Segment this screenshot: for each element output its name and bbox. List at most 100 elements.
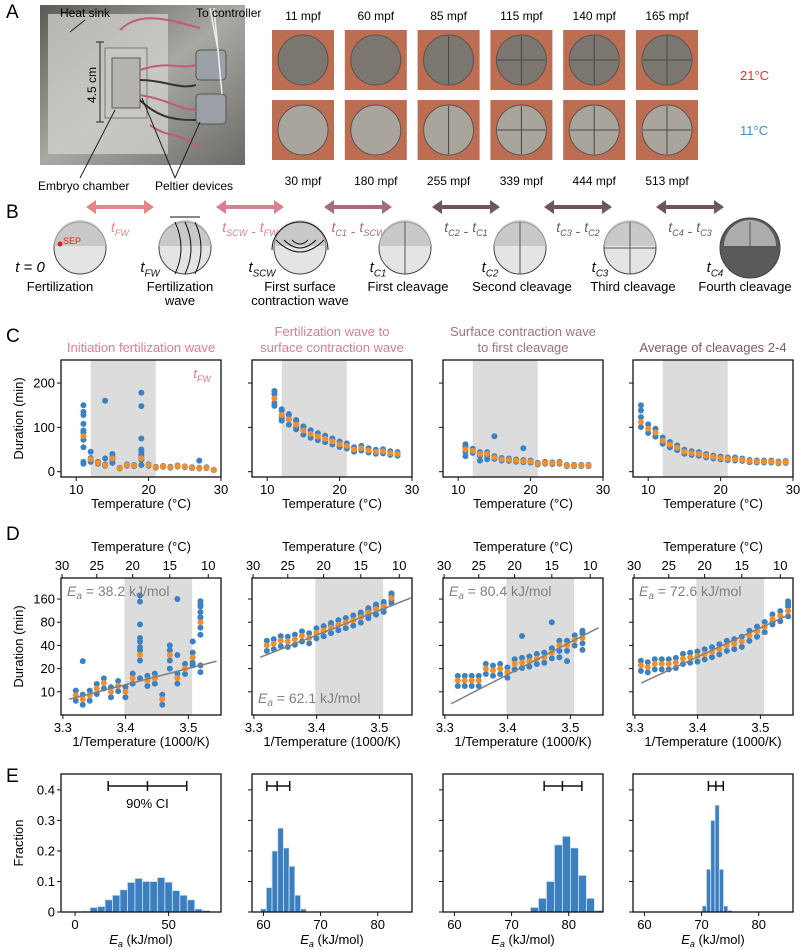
x-axis-label: Temperature (°C) (91, 496, 191, 511)
x-axis-label-part: E (300, 932, 309, 947)
axes-frame (60, 773, 222, 913)
ea-symbol: E (639, 583, 649, 599)
ea-value: = 80.4 kJ/mol (464, 583, 552, 599)
mean-point (785, 607, 792, 614)
individual-point (335, 617, 342, 624)
mean-point (196, 465, 203, 472)
mean-point (703, 452, 710, 459)
time-subscript: C2 (448, 228, 460, 238)
top-x-tick-label: 15 (735, 558, 749, 573)
x-tick-label: 50 (161, 917, 175, 932)
interval-label: tC2 - tC1 (444, 219, 487, 239)
y-tick-label: 20 (41, 661, 55, 676)
mean-point (563, 462, 570, 469)
individual-point (482, 660, 489, 667)
x-tick-label: 70 (694, 917, 708, 932)
individual-point (80, 402, 87, 409)
mean-point (652, 429, 659, 436)
mean-point (738, 638, 745, 645)
individual-point (738, 643, 745, 650)
mean-point (518, 659, 525, 666)
plot-area (82, 877, 211, 912)
individual-point (197, 603, 204, 610)
histogram-bar (134, 878, 143, 912)
ea-value: = 62.1 kJ/mol (273, 690, 361, 706)
individual-point (86, 697, 93, 704)
individual-point (115, 678, 122, 685)
arrow-head-left (324, 200, 334, 214)
individual-point (151, 680, 158, 687)
wave-line (184, 221, 192, 275)
x-axis-label: Temperature (°C) (282, 496, 382, 511)
top-x-tick-label: 10 (583, 558, 597, 573)
y-tick-label: 0.4 (37, 782, 55, 797)
x-tick-label: 3.4 (308, 720, 326, 735)
y-axis-label: Duration (min) (11, 377, 26, 459)
arrhenius-fit-line (68, 660, 217, 700)
x-axis-label-part: (kJ/mol) (695, 932, 745, 947)
time-symbol: t (222, 219, 227, 235)
individual-point (645, 421, 652, 428)
wave-line (174, 221, 182, 275)
mean-point (461, 677, 468, 684)
mean-point (94, 459, 101, 466)
plot-area (67, 578, 217, 715)
individual-point (761, 629, 768, 636)
mean-point (136, 652, 143, 659)
mean-point (658, 660, 665, 667)
x-tick-label: 20 (523, 482, 537, 497)
y-tick-label: 0 (48, 464, 55, 479)
top-x-tick-label: 20 (316, 558, 330, 573)
mean-point (775, 459, 782, 466)
individual-point (651, 666, 658, 673)
mean-point (145, 462, 152, 469)
time-symbol: t (331, 219, 336, 235)
time-label: 60 mpf (357, 9, 394, 23)
individual-point (100, 675, 107, 682)
x-tick-label: 80 (370, 917, 384, 932)
time-label: 115 mpf (500, 9, 543, 23)
mean-point (203, 464, 210, 471)
x-axis-label-part: (kJ/mol) (314, 932, 364, 947)
mean-point (782, 458, 789, 465)
axes-frame (632, 359, 794, 478)
stage-name: Fertilization (27, 279, 93, 294)
chart-d-1: 3.3 3.4 3.5 10 20 40 80 160 Duration (min) 1/Temp… (11, 539, 222, 749)
x-tick-label: 10 (260, 482, 274, 497)
time-subscript: C3 (596, 269, 609, 280)
mean-point (197, 619, 204, 626)
activation-energy-label: Ea = 38.2 kJ/mol (67, 583, 169, 602)
plot-area (701, 804, 733, 912)
individual-point (278, 407, 285, 414)
y-tick-label: 160 (33, 592, 55, 607)
y-tick-label: 100 (33, 420, 55, 435)
mean-point (343, 442, 350, 449)
individual-point (651, 656, 658, 663)
y-tick-label: 0.1 (37, 874, 55, 889)
x-tick-label: 3.4 (689, 720, 707, 735)
individual-point (320, 633, 327, 640)
arrow-head-right (714, 200, 724, 214)
mean-point (284, 638, 291, 645)
label-embryo-chamber: Embryo chamber (38, 179, 129, 193)
individual-point (701, 656, 708, 663)
y-tick-label: 10 (41, 684, 55, 699)
mean-point (100, 680, 107, 687)
individual-point (284, 633, 291, 640)
individual-point (79, 701, 86, 708)
mean-point (80, 433, 87, 440)
time-label-t0: t = 0 (15, 259, 45, 276)
time-label: tC3 (592, 259, 609, 280)
histogram-bar (701, 905, 707, 912)
top-x-tick-label: 25 (662, 558, 676, 573)
arrow-head-left (656, 200, 666, 214)
mean-point (710, 454, 717, 461)
mean-point (358, 445, 365, 452)
individual-point (277, 633, 284, 640)
top-x-tick-label: 25 (472, 558, 486, 573)
stage-name: Fertilization (147, 279, 213, 294)
histogram-bar (179, 894, 188, 912)
mean-point (637, 419, 644, 426)
y-tick-label: 0.3 (37, 813, 55, 828)
